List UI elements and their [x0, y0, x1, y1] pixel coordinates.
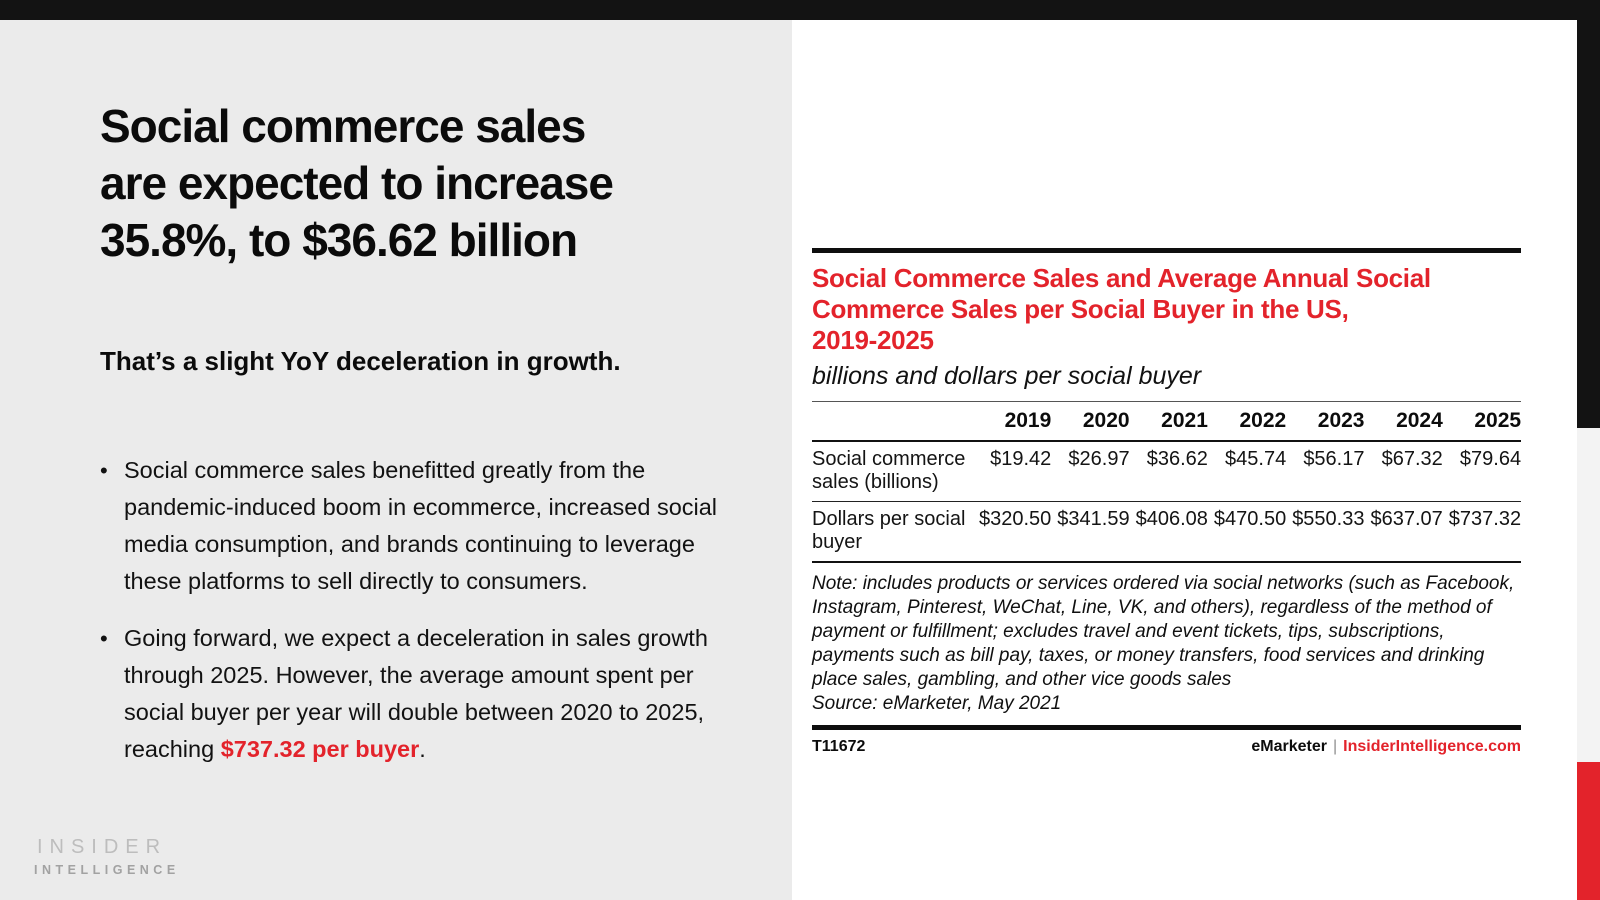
bullet-text-2-before: Going forward, we expect a deceleration …: [124, 625, 708, 762]
bullet-marker: •: [100, 626, 108, 651]
chart-title-line-3: 2019-2025: [812, 325, 934, 355]
cell-dollars-2024: $637.07: [1364, 501, 1443, 563]
per-buyer-highlight: $737.32 per buyer: [220, 736, 420, 762]
table-row-sales: Social commerce sales (billions) $19.42 …: [812, 441, 1522, 502]
slide-subheadline: That’s a slight YoY deceleration in grow…: [100, 346, 621, 376]
cell-sales-2019: $19.42: [973, 441, 1052, 502]
cell-dollars-2023: $550.33: [1286, 501, 1365, 563]
year-header-2022: 2022: [1207, 401, 1287, 442]
left-gray-panel: [0, 20, 792, 900]
chart-title: Social Commerce Sales and Average Annual…: [812, 263, 1521, 356]
cell-sales-2021: $36.62: [1129, 441, 1208, 502]
bullet-text-2-after: .: [419, 736, 426, 762]
cell-sales-2024: $67.32: [1364, 441, 1443, 502]
bullet-item-1: • Social commerce sales benefitted great…: [100, 452, 748, 600]
cell-sales-2020: $26.97: [1051, 441, 1130, 502]
chart-title-line-1: Social Commerce Sales and Average Annual…: [812, 263, 1431, 293]
chart-title-line-2: Commerce Sales per Social Buyer in the U…: [812, 294, 1349, 324]
cell-dollars-2019: $320.50: [973, 501, 1052, 563]
chart-id: T11672: [812, 738, 866, 755]
brand-emarketer: eMarketer: [1251, 738, 1328, 755]
year-header-2019: 2019: [973, 401, 1052, 442]
insider-intelligence-link[interactable]: InsiderIntelligence.com: [1343, 738, 1521, 755]
data-table: 2019 2020 2021 2022 2023 2024 2025 Socia…: [812, 401, 1522, 563]
year-header-2025: 2025: [1442, 401, 1522, 442]
row-label-sales: Social commerce sales (billions): [812, 441, 973, 502]
headline-line-3: 35.8%, to $36.62 billion: [100, 214, 578, 266]
emarketer-chart: Social Commerce Sales and Average Annual…: [812, 248, 1522, 756]
logo-intelligence-text: INTELLIGENCE: [34, 863, 180, 877]
chart-footer: T11672 eMarketer | InsiderIntelligence.com: [812, 738, 1521, 756]
chart-source: Source: eMarketer, May 2021: [812, 693, 1062, 714]
bullet-marker: •: [100, 458, 108, 483]
logo-insider-text: INSIDER: [36, 836, 168, 858]
cell-dollars-2021: $406.08: [1129, 501, 1208, 563]
headline-line-2: are expected to increase: [100, 157, 614, 209]
bullet-text-2: Going forward, we expect a deceleration …: [124, 620, 744, 768]
cell-sales-2022: $45.74: [1207, 441, 1287, 502]
brand-separator: |: [1333, 738, 1338, 755]
cell-sales-2023: $56.17: [1286, 441, 1365, 502]
year-header-2023: 2023: [1286, 401, 1365, 442]
table-header-empty: [812, 401, 973, 442]
cell-dollars-2020: $341.59: [1051, 501, 1130, 563]
cell-sales-2025: $79.64: [1442, 441, 1522, 502]
slide-headline: Social commerce sales are expected to in…: [100, 98, 760, 269]
year-header-2020: 2020: [1051, 401, 1130, 442]
year-header-2024: 2024: [1364, 401, 1443, 442]
right-edge-black-strip: [1577, 0, 1600, 428]
brand-line: eMarketer | InsiderIntelligence.com: [1251, 738, 1521, 756]
bullet-text-1: Social commerce sales benefitted greatly…: [124, 457, 718, 594]
chart-note: Note: includes products or services orde…: [812, 573, 1515, 690]
chart-bottom-rule: [812, 725, 1521, 730]
chart-subtitle: billions and dollars per social buyer: [812, 362, 1202, 390]
cell-dollars-2025: $737.32: [1442, 501, 1522, 563]
right-edge-red-strip: [1577, 762, 1600, 900]
right-edge-gray-strip: [1577, 428, 1600, 762]
table-header-row: 2019 2020 2021 2022 2023 2024 2025: [812, 401, 1522, 442]
row-label-dollars: Dollars per social buyer: [812, 501, 973, 563]
cell-dollars-2022: $470.50: [1207, 501, 1287, 563]
chart-top-rule: [812, 248, 1521, 253]
year-header-2021: 2021: [1129, 401, 1208, 442]
bullet-list: • Social commerce sales benefitted great…: [100, 452, 748, 788]
headline-line-1: Social commerce sales: [100, 100, 586, 152]
bullet-item-2: • Going forward, we expect a deceleratio…: [100, 620, 748, 768]
top-black-bar: [0, 0, 1600, 20]
table-row-dollars: Dollars per social buyer $320.50 $341.59…: [812, 501, 1522, 563]
insider-intelligence-logo: INSIDER INTELLIGENCE: [34, 836, 180, 877]
